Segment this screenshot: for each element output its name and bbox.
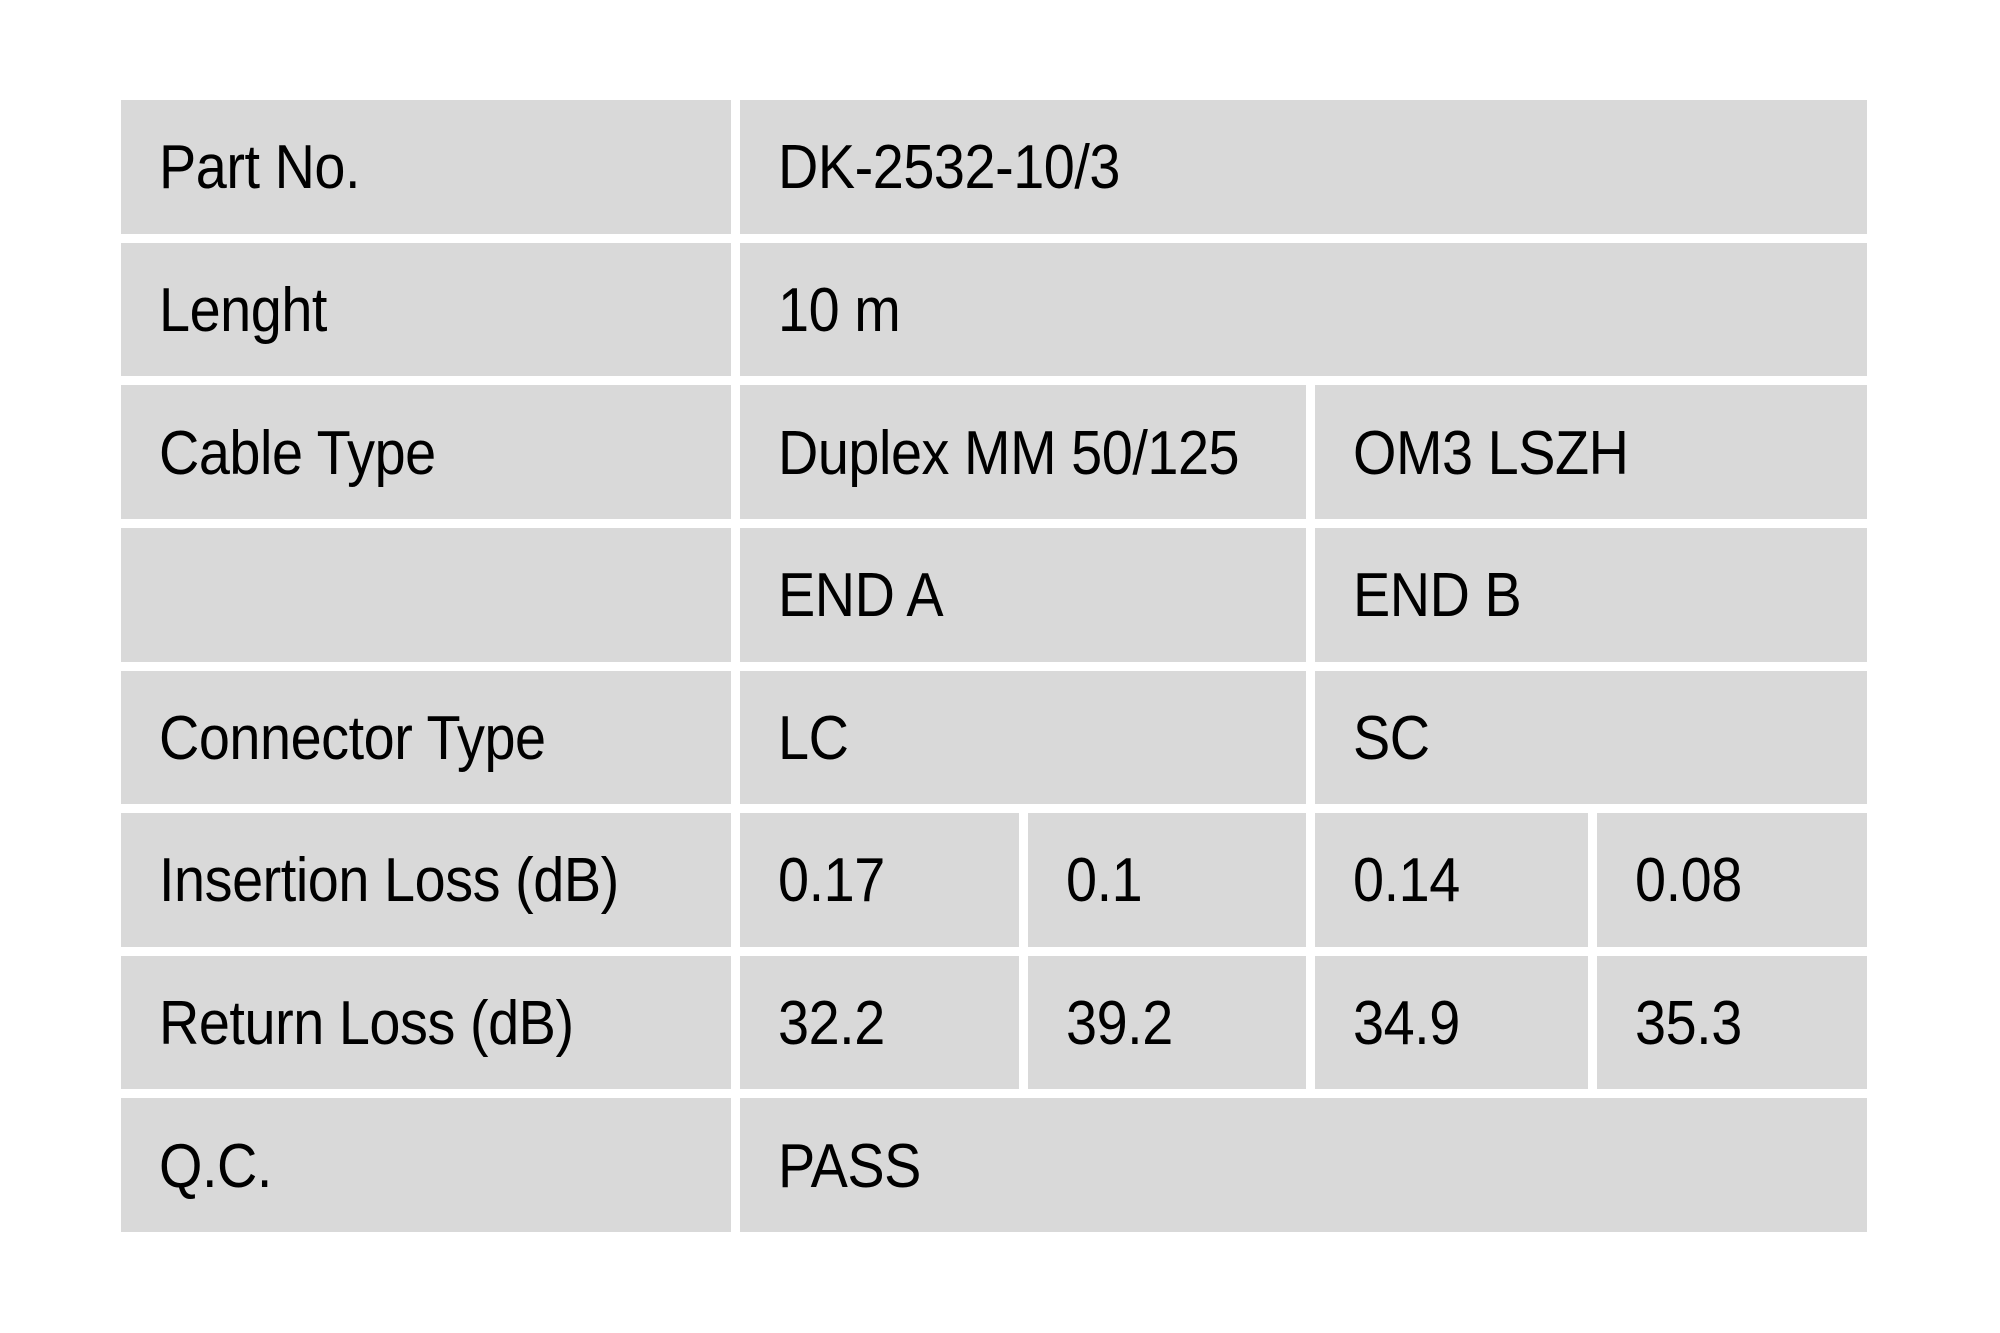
cell-cable-type-value-1: Duplex MM 50/125 <box>740 385 1306 519</box>
cell-end-header-value-1: END A <box>740 527 1306 662</box>
row-label-text: Insertion Loss (dB) <box>159 846 619 916</box>
row-label-insertion-loss: Insertion Loss (dB) <box>121 813 731 947</box>
cell-value-text: END A <box>778 561 944 631</box>
cell-insertion-loss-value-1: 0.17 <box>740 813 1019 947</box>
cell-connector-type-value-1: LC <box>740 670 1306 805</box>
cell-insertion-loss-value-2: 0.1 <box>1028 813 1306 947</box>
cell-return-loss-value-4: 35.3 <box>1597 955 1867 1090</box>
row-label-text: Part No. <box>159 133 361 203</box>
row-label-connector-type: Connector Type <box>121 670 731 805</box>
cell-return-loss-value-2: 39.2 <box>1028 955 1306 1090</box>
row-label-text: Lenght <box>159 275 327 345</box>
cell-value-text: Duplex MM 50/125 <box>778 418 1240 488</box>
row-label-text: Return Loss (dB) <box>159 989 574 1059</box>
cell-return-loss-value-1: 32.2 <box>740 955 1019 1090</box>
row-label-qc: Q.C. <box>121 1098 731 1232</box>
cell-lenght-value-1: 10 m <box>740 242 1867 377</box>
row-label-lenght: Lenght <box>121 242 731 377</box>
cell-value-text: DK-2532-10/3 <box>778 133 1121 203</box>
cell-value-text: PASS <box>778 1131 921 1201</box>
cell-value-text: 0.14 <box>1353 846 1460 916</box>
row-label-text: Cable Type <box>159 418 436 488</box>
cell-value-text: 10 m <box>778 275 901 345</box>
spec-table: Part No. DK-2532-10/3 Lenght 10 m Cable Type… <box>121 100 1867 1232</box>
cell-part-no-value-1: DK-2532-10/3 <box>740 100 1867 234</box>
cell-value-text: 39.2 <box>1066 989 1173 1059</box>
cell-connector-type-value-2: SC <box>1315 670 1867 805</box>
cell-value-text: SC <box>1353 703 1430 773</box>
cell-end-header-value-2: END B <box>1315 527 1867 662</box>
row-label-cable-type: Cable Type <box>121 385 731 519</box>
row-label-return-loss: Return Loss (dB) <box>121 955 731 1090</box>
cell-value-text: 0.08 <box>1635 846 1742 916</box>
cell-qc-value-1: PASS <box>740 1098 1867 1232</box>
cell-value-text: 35.3 <box>1635 989 1742 1059</box>
cell-value-text: 0.1 <box>1066 846 1143 916</box>
row-label-text: Q.C. <box>159 1131 272 1201</box>
cell-value-text: 34.9 <box>1353 989 1460 1059</box>
row-label-end-header <box>121 527 731 662</box>
cell-cable-type-value-2: OM3 LSZH <box>1315 385 1867 519</box>
row-label-part-no: Part No. <box>121 100 731 234</box>
row-label-text: Connector Type <box>159 703 546 773</box>
cell-value-text: 32.2 <box>778 989 885 1059</box>
cell-insertion-loss-value-3: 0.14 <box>1315 813 1588 947</box>
cell-value-text: 0.17 <box>778 846 885 916</box>
cell-return-loss-value-3: 34.9 <box>1315 955 1588 1090</box>
cell-value-text: OM3 LSZH <box>1353 418 1629 488</box>
cell-insertion-loss-value-4: 0.08 <box>1597 813 1867 947</box>
cell-value-text: LC <box>778 703 849 773</box>
cell-value-text: END B <box>1353 561 1522 631</box>
